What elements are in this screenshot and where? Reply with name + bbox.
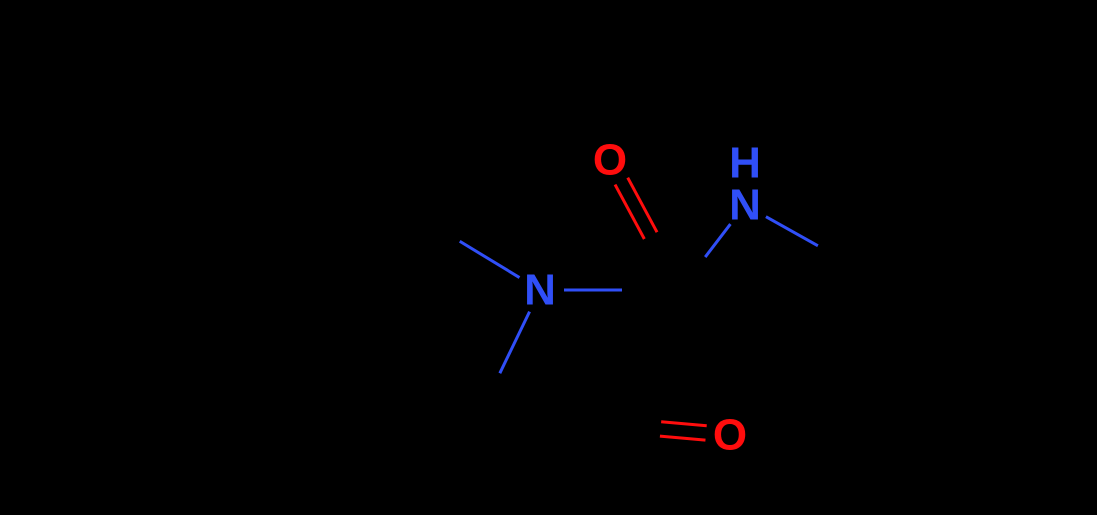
atom-label-O: O	[593, 136, 627, 185]
atom-label-O: O	[713, 411, 747, 460]
atom-label-N: N	[729, 181, 761, 230]
atom-label-N: N	[524, 266, 556, 315]
diagram-background	[0, 0, 1097, 515]
atom-label-H: H	[729, 139, 761, 188]
molecule-diagram: NOONH	[0, 0, 1097, 515]
